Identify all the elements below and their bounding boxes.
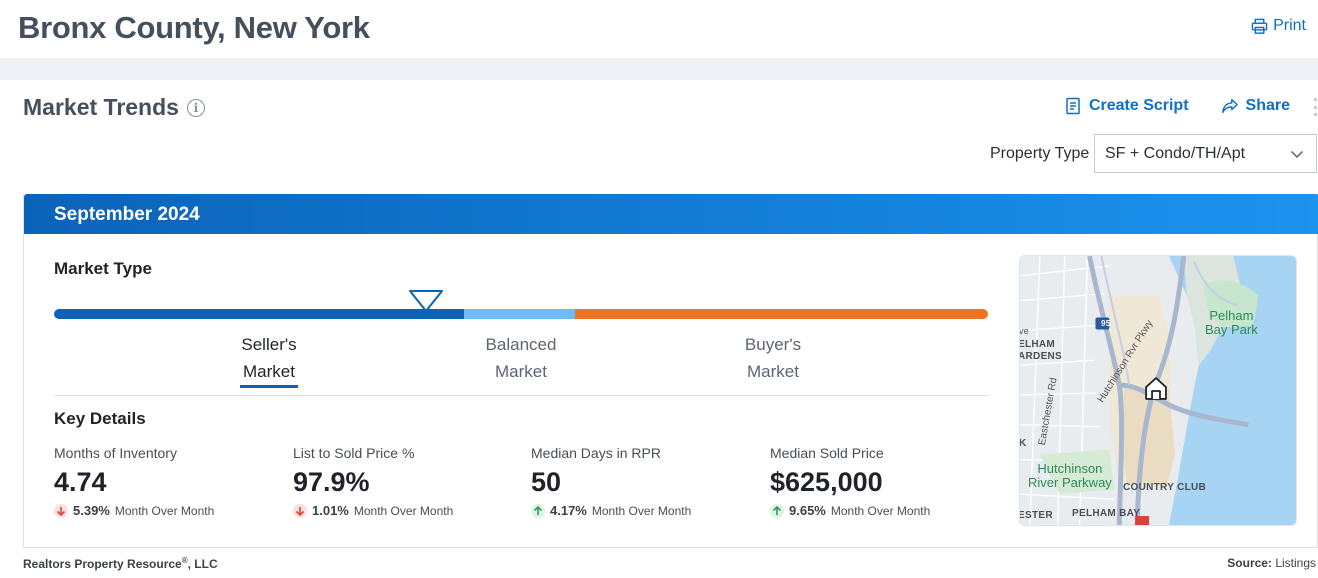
market-type-gauge (54, 290, 988, 319)
map-graphic (1020, 256, 1296, 525)
metric-label: Months of Inventory (54, 445, 177, 461)
metric-list-to-sold: List to Sold Price % 97.9% 1.01% Month O… (293, 445, 523, 518)
card-actions: Create Script Share (1064, 97, 1290, 115)
metric-change-pct: 4.17% (550, 503, 587, 518)
gauge-indicator-icon (408, 290, 443, 312)
map-label-ester: ESTER (1019, 510, 1053, 521)
area-map[interactable]: 95 Pelham Bay Park Hutchinson River Parkwa… (1019, 255, 1297, 526)
map-label-ve: ve (1019, 326, 1030, 336)
market-type-label: Market Type (54, 259, 152, 278)
chevron-down-icon (1290, 150, 1304, 159)
page-title: Bronx County, New York (18, 10, 370, 45)
map-label-ardens: ARDENS (1019, 351, 1063, 362)
metric-change: 1.01% Month Over Month (293, 503, 523, 518)
market-trends-card: Market Trends i Create Script Share Prop… (0, 80, 1318, 578)
market-option-balanced-line1: Balanced (485, 335, 557, 354)
arrow-up-icon (770, 503, 784, 518)
market-option-buyer-line1: Buyer's (744, 335, 802, 354)
market-option-balanced-line2: Market (495, 362, 547, 381)
metric-value: 50 (531, 467, 562, 497)
property-type-label: Property Type (990, 145, 1090, 162)
market-panel: September 2024 Market Type Seller's Mark… (23, 194, 1318, 548)
metric-change-pct: 5.39% (73, 503, 110, 518)
metric-months-of-inventory: Months of Inventory 4.74 5.39% Month Ove… (54, 445, 284, 518)
market-option-seller-line1: Seller's (241, 335, 297, 354)
section-title-text: Market Trends (23, 94, 179, 120)
metric-change-pct: 9.65% (789, 503, 826, 518)
info-icon[interactable]: i (186, 98, 205, 117)
divider (54, 395, 988, 396)
market-option-buyer[interactable]: Buyer's Market (693, 331, 853, 385)
map-label-country-club: COUNTRY CLUB (1123, 482, 1207, 493)
metric-label: Median Sold Price (770, 445, 884, 461)
market-option-seller-line2: Market (243, 362, 295, 381)
create-script-button[interactable]: Create Script (1064, 97, 1189, 115)
metric-median-days: Median Days in RPR 50 4.17% Month Over M… (531, 445, 761, 518)
document-icon (1066, 97, 1080, 115)
share-button[interactable]: Share (1221, 97, 1290, 115)
arrow-down-icon (54, 503, 68, 518)
section-title: Market Trends i (23, 94, 205, 121)
period-header: September 2024 (24, 194, 1318, 234)
arrow-up-icon (531, 503, 545, 518)
map-label-k: K (1019, 438, 1027, 449)
active-underline (240, 385, 298, 388)
map-label-pelham-bay: PELHAM BAY (1072, 508, 1141, 519)
metric-value: 97.9% (293, 467, 370, 497)
more-options-icon[interactable] (1314, 98, 1318, 116)
page-header: Bronx County, New York Print (0, 0, 1318, 58)
key-details-label: Key Details (54, 409, 146, 428)
market-option-seller[interactable]: Seller's Market (189, 331, 349, 388)
metric-value: $625,000 (770, 467, 883, 497)
create-script-label: Create Script (1088, 97, 1189, 114)
property-type-value: SF + Condo/TH/Apt (1105, 144, 1246, 162)
share-label: Share (1245, 97, 1290, 114)
metric-change: 5.39% Month Over Month (54, 503, 284, 518)
map-label-hutchinson: Hutchinson River Parkway (1028, 461, 1112, 490)
map-label-i95: 95 (1101, 319, 1111, 328)
metric-change-period: Month Over Month (114, 503, 215, 518)
metric-change: 9.65% Month Over Month (770, 503, 1000, 518)
gauge-segment-buyer (575, 309, 988, 319)
metric-change-period: Month Over Month (591, 503, 692, 518)
share-icon (1221, 98, 1238, 114)
market-option-balanced[interactable]: Balanced Market (441, 331, 601, 385)
metric-label: Median Days in RPR (531, 445, 661, 461)
footer-source: Source: Listings (1227, 556, 1316, 570)
metric-change: 4.17% Month Over Month (531, 503, 761, 518)
print-button[interactable]: Print (1251, 17, 1306, 35)
market-option-buyer-line2: Market (747, 362, 799, 381)
metric-change-pct: 1.01% (312, 503, 349, 518)
metric-change-period: Month Over Month (830, 503, 931, 518)
print-label: Print (1273, 17, 1306, 34)
property-type-select[interactable]: SF + Condo/TH/Apt (1094, 134, 1317, 173)
header-separator (0, 58, 1318, 80)
printer-icon (1251, 18, 1268, 34)
gauge-segment-seller (54, 309, 465, 319)
metric-label: List to Sold Price % (293, 445, 415, 461)
map-label-pelham-bay-park: Pelham Bay Park (1205, 308, 1258, 337)
arrow-down-icon (293, 503, 307, 518)
metric-median-sold-price: Median Sold Price $625,000 9.65% Month O… (770, 445, 1000, 518)
metric-value: 4.74 (54, 467, 107, 497)
footer-credit: Realtors Property Resource®, LLC (23, 556, 218, 571)
map-label-elham: ELHAM (1019, 339, 1056, 350)
gauge-segment-balanced (464, 309, 576, 319)
metric-change-period: Month Over Month (353, 503, 454, 518)
